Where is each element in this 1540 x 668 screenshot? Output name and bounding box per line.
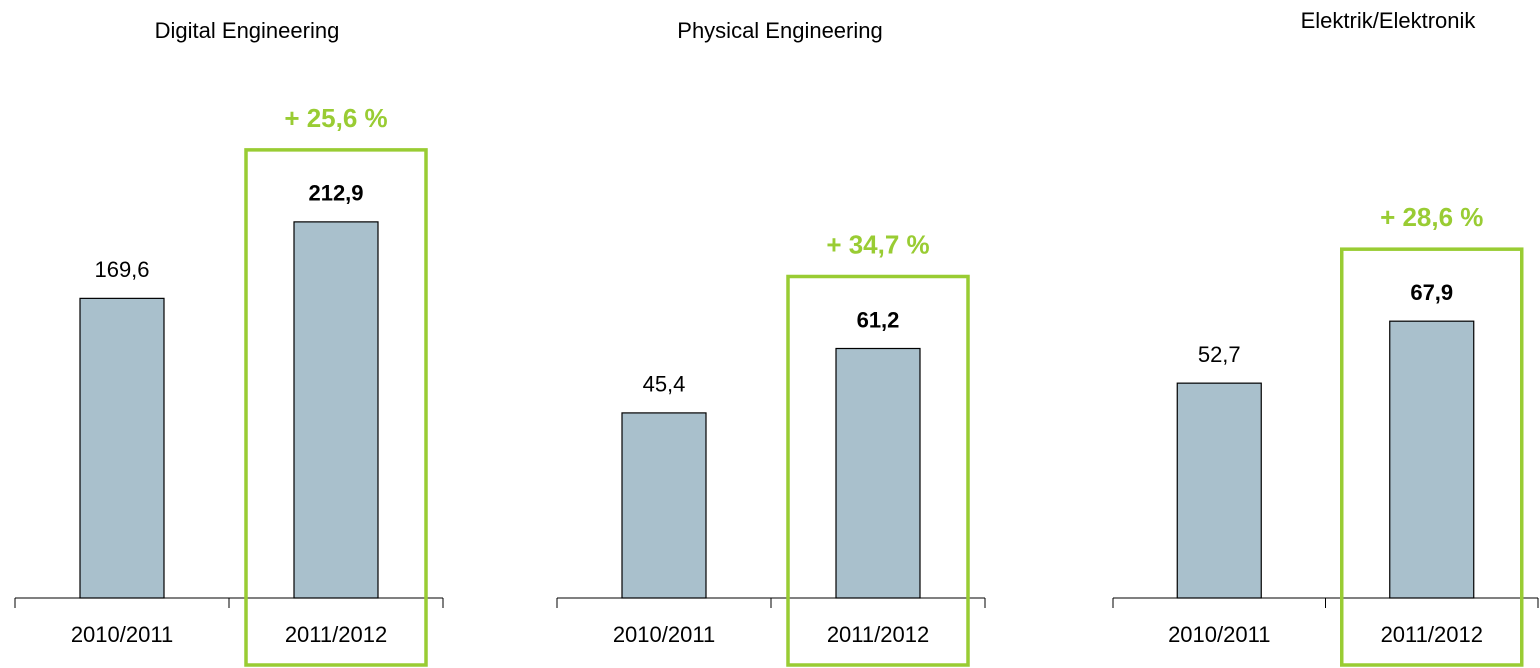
bar (1389, 320, 1475, 599)
bar (293, 221, 379, 599)
x-tick-label: 2010/2011 (613, 622, 715, 647)
value-label: 212,9 (308, 181, 363, 206)
highlight-box (1340, 247, 1524, 667)
value-label: 67,9 (1410, 280, 1453, 305)
x-tick-label: 2011/2012 (827, 622, 929, 647)
value-label: 61,2 (857, 307, 900, 332)
x-tick-label: 2010/2011 (1168, 622, 1270, 647)
chart-title: Digital Engineering (155, 18, 340, 43)
chart-title: Physical Engineering (677, 18, 882, 43)
bar (835, 347, 921, 599)
x-tick-label: 2011/2012 (285, 622, 387, 647)
highlight-box (244, 148, 428, 667)
highlight-box (786, 274, 970, 667)
bar (621, 412, 707, 599)
chart-title: Elektrik/Elektronik (1301, 8, 1477, 33)
value-label: 52,7 (1198, 342, 1241, 367)
x-tick-label: 2011/2012 (1381, 622, 1483, 647)
growth-annotation: + 34,7 % (826, 229, 929, 259)
x-tick-label: 2010/2011 (71, 622, 173, 647)
growth-annotation: + 28,6 % (1380, 202, 1483, 232)
growth-annotation: + 25,6 % (284, 103, 387, 133)
bar (1176, 382, 1262, 599)
value-label: 45,4 (643, 372, 686, 397)
value-label: 169,6 (94, 257, 149, 282)
bar (79, 297, 165, 599)
